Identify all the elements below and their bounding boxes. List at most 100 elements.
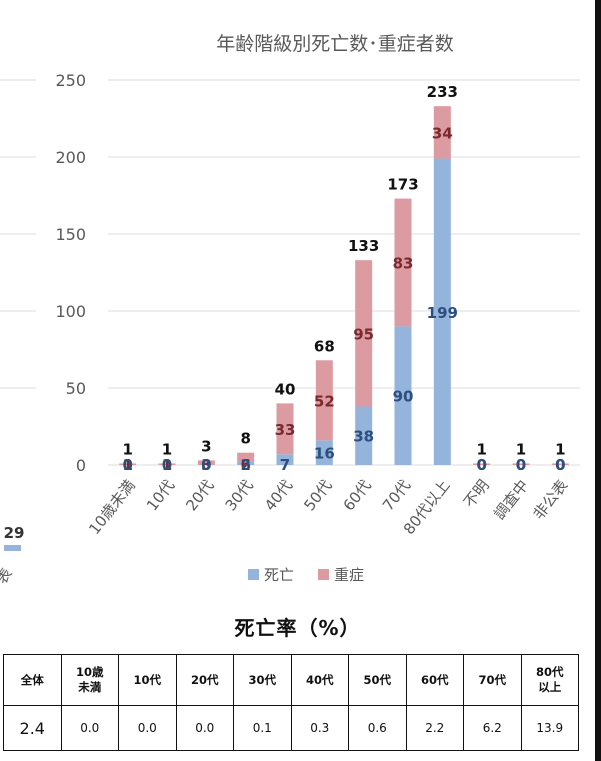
y-axis: 0 50 100 150 200 250 — [55, 71, 86, 475]
severe-label: 1 — [162, 456, 172, 474]
rate-table-header-cell: 30代 — [233, 654, 292, 706]
severe-label: 83 — [393, 254, 414, 272]
rate-table-value-cell: 6.2 — [463, 705, 522, 751]
chart-title: 年齢階級別死亡数･重症者数 — [216, 33, 454, 55]
death-label: 0 — [476, 456, 486, 474]
y-tick-label: 0 — [76, 456, 86, 475]
severe-label: 0 — [476, 456, 486, 474]
death-label: 0 — [201, 456, 211, 474]
legend-swatch-severe — [318, 569, 329, 580]
total-label: 173 — [387, 176, 418, 194]
rate-table-header-cell: 40代 — [290, 654, 349, 706]
bar-severe — [276, 403, 294, 455]
death-label: 7 — [280, 456, 290, 474]
total-label: 1 — [476, 440, 486, 458]
total-label: 68 — [314, 337, 335, 355]
bar-severe — [158, 463, 176, 465]
bar-death — [355, 406, 373, 465]
rate-table-value-cell: 0.3 — [290, 705, 349, 751]
bar-death — [315, 440, 333, 465]
death-label: 0 — [555, 456, 565, 474]
death-label: 38 — [353, 428, 374, 446]
bar-death — [394, 326, 412, 465]
chart-gridlines — [108, 79, 580, 466]
x-tick-label: 60代 — [340, 476, 375, 514]
death-label: 16 — [314, 445, 335, 463]
partial-left-chart: 29 表 — [0, 79, 36, 588]
left-chart-value-label: 29 — [4, 524, 25, 542]
y-tick-label: 50 — [66, 379, 86, 398]
severe-label: 95 — [353, 325, 374, 343]
rate-table-header-cell: 20代 — [175, 654, 234, 706]
rate-table-value-cell: 2.2 — [405, 705, 464, 751]
rate-table-value-cell: 2.4 — [3, 705, 62, 751]
y-tick-label: 200 — [55, 148, 86, 167]
total-label: 133 — [348, 237, 379, 255]
legend-label-severe: 重症 — [334, 566, 364, 584]
severe-label: 6 — [240, 456, 250, 474]
death-label: 199 — [427, 304, 458, 322]
x-tick-label: 20代 — [182, 476, 217, 514]
rate-table-header-cell: 10歳 未満 — [60, 654, 119, 706]
rate-table-value-cell: 0.0 — [60, 705, 119, 751]
bar-severe — [394, 198, 412, 327]
rate-table-value-cell: 0.6 — [348, 705, 407, 751]
severe-label: 0 — [555, 456, 565, 474]
bar-severe — [315, 360, 333, 441]
death-label: 2 — [240, 456, 250, 474]
death-label: 90 — [393, 388, 414, 406]
bar-severe — [512, 463, 530, 465]
bar-severe — [473, 463, 491, 465]
rate-table-header-cell: 60代 — [405, 654, 464, 706]
rate-table-header-cell: 70代 — [463, 654, 522, 706]
x-tick-label: 30代 — [222, 476, 257, 514]
x-tick-label: 不明 — [460, 476, 493, 511]
left-chart-bar — [4, 545, 21, 551]
death-label: 0 — [516, 456, 526, 474]
rate-table-header-cell: 50代 — [348, 654, 407, 706]
death-label: 0 — [122, 456, 132, 474]
y-tick-label: 100 — [55, 302, 86, 321]
total-label: 1 — [516, 440, 526, 458]
total-label: 1 — [162, 440, 172, 458]
bar-death — [433, 158, 451, 466]
total-label: 1 — [122, 440, 132, 458]
x-tick-label: 10代 — [143, 476, 178, 514]
total-label: 1 — [555, 440, 565, 458]
rate-table-header-row: 全体 10歳 未満 10代 20代 30代 40代 50代 60代 70代 80代 以上 — [3, 654, 579, 706]
total-label: 8 — [240, 430, 250, 448]
rate-table-header-cell: 80代 以上 — [520, 654, 579, 706]
page-right-border — [595, 0, 601, 761]
rate-table-header-cell: 全体 — [3, 654, 62, 706]
rate-table-value-cell: 13.9 — [520, 705, 579, 751]
x-tick-label: 10歳未満 — [85, 476, 139, 538]
mortality-rate-table: 全体 10歳 未満 10代 20代 30代 40代 50代 60代 70代 80代 以上 2.4 0… — [3, 654, 579, 751]
bar-death — [276, 454, 294, 465]
rate-table-value-cell: 0.0 — [118, 705, 177, 751]
bar-severe — [433, 106, 451, 159]
mortality-rate-title: 死亡率（%） — [234, 616, 361, 640]
bar-death — [237, 461, 255, 465]
x-tick-label: 非公表 — [530, 476, 572, 523]
x-tick-label: 50代 — [300, 476, 335, 514]
chart-legend: 死亡 重症 — [248, 566, 364, 584]
bar-severe — [355, 260, 373, 407]
y-tick-label: 250 — [55, 71, 86, 90]
rate-table-value-row: 2.4 0.0 0.0 0.0 0.1 0.3 0.6 2.2 6.2 13.9 — [3, 705, 579, 751]
x-tick-label: 70代 — [379, 476, 414, 514]
x-tick-label: 調査中 — [490, 476, 532, 523]
severe-label: 0 — [516, 456, 526, 474]
chart-bars: 1101103308624033768521613395381738390233… — [119, 83, 569, 474]
bar-severe — [237, 452, 255, 462]
severe-label: 34 — [432, 124, 453, 142]
total-label: 233 — [427, 83, 458, 101]
bar-severe — [197, 460, 215, 465]
bar-severe — [551, 463, 569, 465]
legend-label-death: 死亡 — [264, 566, 294, 584]
x-tick-label: 40代 — [261, 476, 296, 514]
death-label: 0 — [162, 456, 172, 474]
rate-table-value-cell: 0.1 — [233, 705, 292, 751]
left-chart-tick-label: 表 — [0, 565, 16, 588]
